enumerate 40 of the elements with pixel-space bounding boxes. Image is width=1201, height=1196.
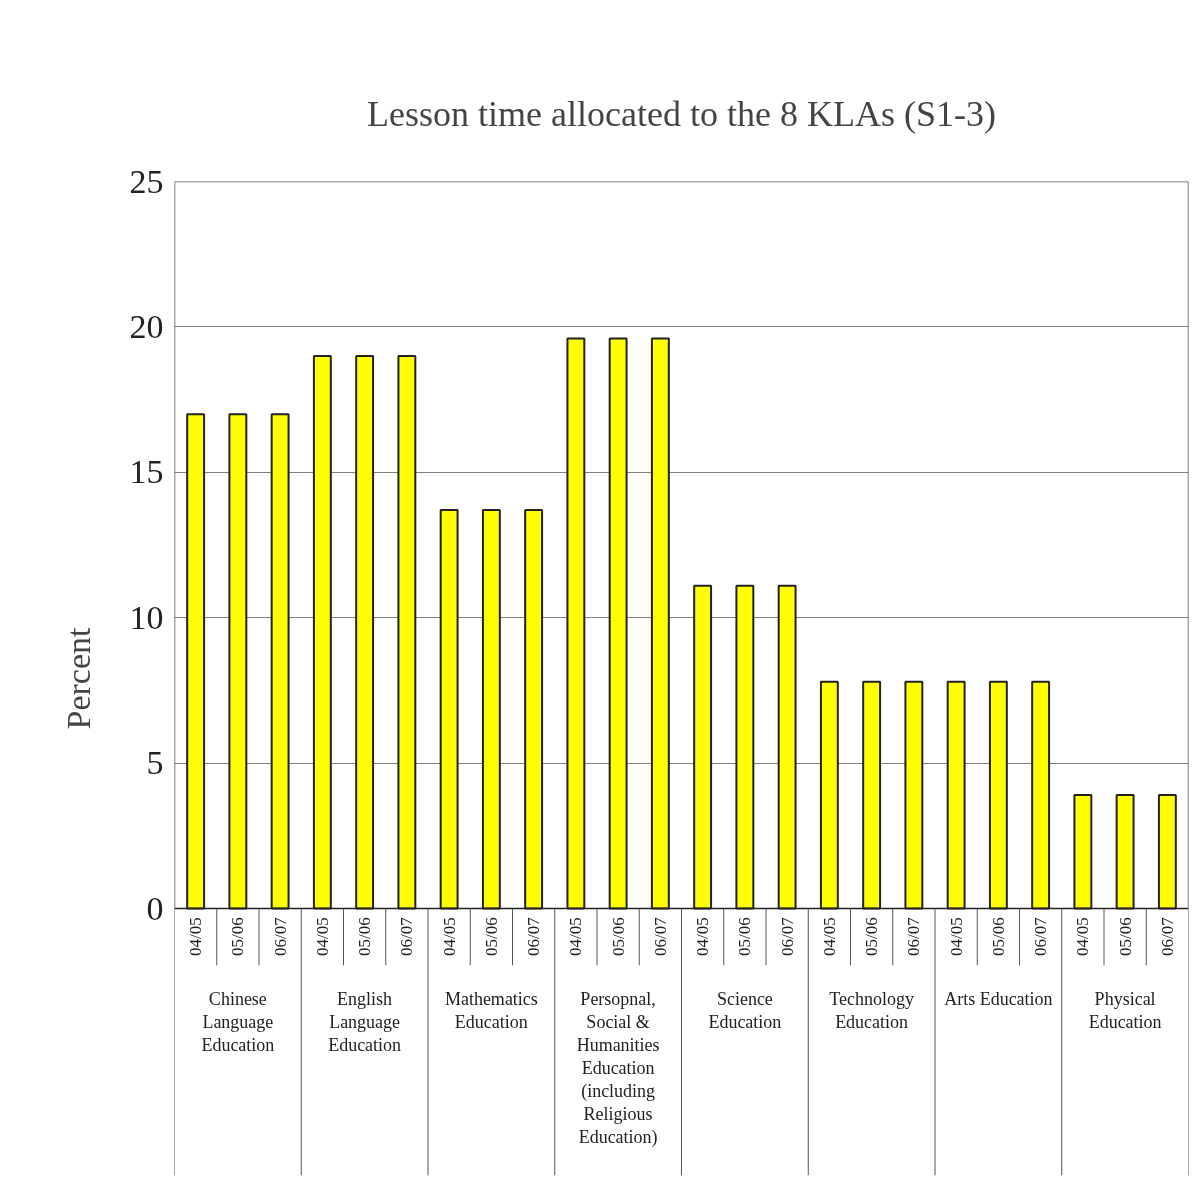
x-tick-label: 06/07 — [650, 916, 670, 956]
text: Persopnal, Social & Humanities Education (including Religious Education) — [576, 988, 660, 1148]
x-tick-label: 04/05 — [312, 917, 332, 956]
x-tick-label: 05/06 — [735, 917, 755, 956]
text: Chinese Language Education — [201, 988, 275, 1055]
x-tick-label: 04/05 — [566, 917, 586, 956]
text: Science Education — [708, 988, 782, 1032]
x-tick-label: 04/05 — [439, 917, 459, 956]
x-tick-label: 06/07 — [524, 916, 544, 956]
x-tick-label: 06/07 — [270, 916, 290, 956]
x-tick-label: 05/06 — [988, 917, 1008, 956]
text: Technology Education — [829, 988, 914, 1032]
y-tick-label: 10 — [129, 598, 164, 636]
y-tick-label: 5 — [146, 744, 164, 782]
text: English Language Education — [328, 988, 402, 1055]
y-tick-label: 25 — [129, 162, 164, 200]
x-tick-label: 06/07 — [397, 916, 417, 956]
text: Arts Education — [944, 988, 1053, 1009]
x-tick-label: 06/07 — [904, 916, 924, 956]
x-tick-label: 06/07 — [1157, 916, 1177, 956]
y-tick-label: 15 — [129, 453, 164, 491]
y-tick-label: 0 — [146, 889, 164, 927]
x-tick-label: 05/06 — [481, 917, 501, 956]
y-axis-title: Percent — [59, 626, 97, 730]
x-tick-label: 05/06 — [862, 917, 882, 956]
chart-title: Lesson time allocated to the 8 KLAs (S1-3) — [367, 94, 996, 134]
x-tick-label: 04/05 — [819, 917, 839, 956]
x-tick-label: 04/05 — [693, 917, 713, 956]
y-tick-label: 20 — [129, 307, 164, 345]
x-tick-label: 05/06 — [355, 917, 375, 956]
x-tick-label: 05/06 — [608, 917, 628, 956]
x-tick-label: 05/06 — [228, 917, 248, 956]
x-tick-label: 04/05 — [1073, 917, 1093, 956]
x-tick-label: 04/05 — [946, 917, 966, 956]
x-tick-label: 06/07 — [777, 916, 797, 956]
text: Mathematics Education — [444, 988, 538, 1032]
x-tick-label: 06/07 — [1031, 916, 1051, 956]
x-tick-label: 04/05 — [186, 917, 206, 956]
x-tick-label: 05/06 — [1115, 917, 1135, 956]
text: Physical Education — [1088, 988, 1162, 1032]
